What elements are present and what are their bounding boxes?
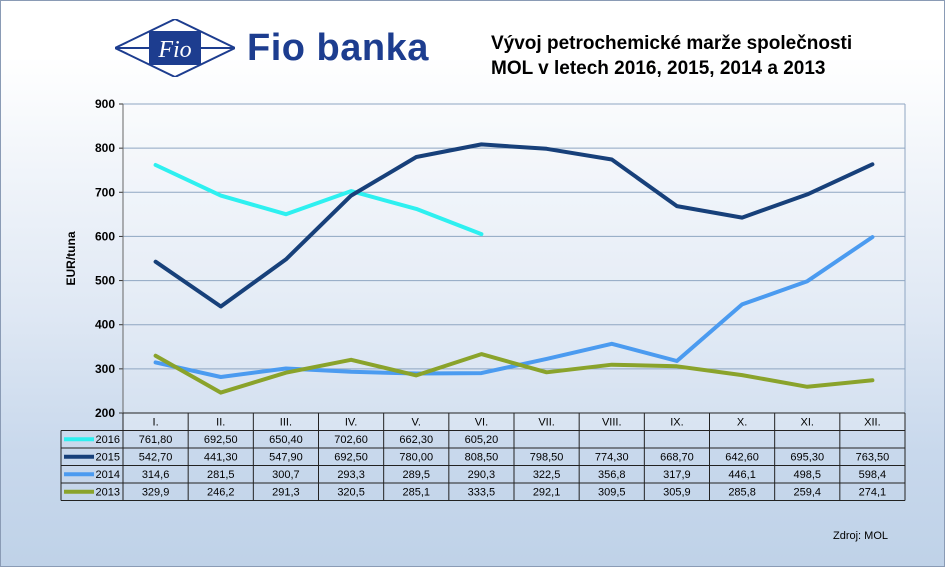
legend-label: 2013 [96, 487, 120, 499]
x-tick-label: V. [412, 417, 421, 429]
x-tick-label: IV. [345, 417, 357, 429]
legend-label: 2014 [96, 469, 120, 481]
y-tick-label: 900 [95, 97, 115, 111]
data-label: 309,5 [598, 487, 626, 499]
data-label: 547,90 [269, 452, 303, 464]
y-tick-label: 400 [95, 318, 115, 332]
data-label: 692,50 [334, 452, 368, 464]
data-label: 642,60 [725, 452, 759, 464]
data-label: 317,9 [663, 469, 691, 481]
series-line-2013 [153, 352, 875, 395]
data-label: 285,8 [728, 487, 756, 499]
data-label: 605,20 [465, 434, 499, 446]
data-label: 281,5 [207, 469, 235, 481]
data-label: 259,4 [793, 487, 821, 499]
data-label: 668,70 [660, 452, 694, 464]
chart-title-line1: Vývoj petrochemické marže společnosti [491, 33, 853, 54]
x-tick-label: XII. [864, 417, 881, 429]
data-label: 702,60 [334, 434, 368, 446]
y-tick-label: 600 [95, 229, 115, 243]
data-label: 274,1 [859, 487, 887, 499]
chart-title: Vývoj petrochemické marže společnosti MO… [491, 31, 852, 81]
data-label: 356,8 [598, 469, 626, 481]
legend-label: 2016 [96, 434, 120, 446]
y-tick-label: 800 [95, 141, 115, 155]
data-label: 598,4 [859, 469, 887, 481]
data-label: 305,9 [663, 487, 691, 499]
data-label: 441,30 [204, 452, 238, 464]
logo-text: Fio [157, 37, 191, 63]
data-label: 498,5 [793, 469, 821, 481]
data-label: 774,30 [595, 452, 629, 464]
y-tick-label: 700 [95, 185, 115, 199]
data-label: 780,00 [399, 452, 433, 464]
series-line-2015 [153, 142, 875, 309]
x-tick-label: XI. [801, 417, 814, 429]
fio-logo: Fio [115, 19, 235, 77]
data-label: 320,5 [337, 487, 365, 499]
x-tick-label: VII. [538, 417, 555, 429]
source-note: Zdroj: MOL [833, 530, 889, 542]
data-label: 314,6 [142, 469, 170, 481]
legend-label: 2015 [96, 452, 120, 464]
data-label: 293,3 [337, 469, 365, 481]
y-tick-label: 200 [95, 406, 115, 420]
series-line-2016 [153, 163, 484, 237]
x-tick-label: IX. [670, 417, 683, 429]
data-label: 289,5 [402, 469, 430, 481]
data-label: 662,30 [399, 434, 433, 446]
data-label: 763,50 [856, 452, 890, 464]
y-tick-label: 300 [95, 362, 115, 376]
data-label: 808,50 [465, 452, 499, 464]
data-label: 650,40 [269, 434, 303, 446]
brand-name: Fio banka [247, 27, 429, 69]
series-line-2014 [153, 235, 875, 379]
data-label: 692,50 [204, 434, 238, 446]
data-label: 329,9 [142, 487, 170, 499]
x-tick-label: I. [153, 417, 159, 429]
data-label: 761,80 [139, 434, 173, 446]
data-label: 333,5 [468, 487, 496, 499]
data-label: 798,50 [530, 452, 564, 464]
x-tick-label: VIII. [602, 417, 622, 429]
data-label: 292,1 [533, 487, 561, 499]
data-label: 446,1 [728, 469, 756, 481]
data-label: 291,3 [272, 487, 300, 499]
data-label: 285,1 [402, 487, 430, 499]
data-label: 290,3 [468, 469, 496, 481]
data-label: 246,2 [207, 487, 235, 499]
data-label: 542,70 [139, 452, 173, 464]
x-tick-label: VI. [475, 417, 488, 429]
y-axis-label: EUR/tuna [64, 231, 78, 285]
data-label: 695,30 [790, 452, 824, 464]
y-tick-label: 500 [95, 274, 115, 288]
data-label: 322,5 [533, 469, 561, 481]
x-tick-label: II. [216, 417, 225, 429]
chart-title-line2: MOL v letech 2016, 2015, 2014 a 2013 [491, 58, 826, 79]
x-tick-label: III. [280, 417, 292, 429]
data-label: 300,7 [272, 469, 300, 481]
x-tick-label: X. [737, 417, 747, 429]
